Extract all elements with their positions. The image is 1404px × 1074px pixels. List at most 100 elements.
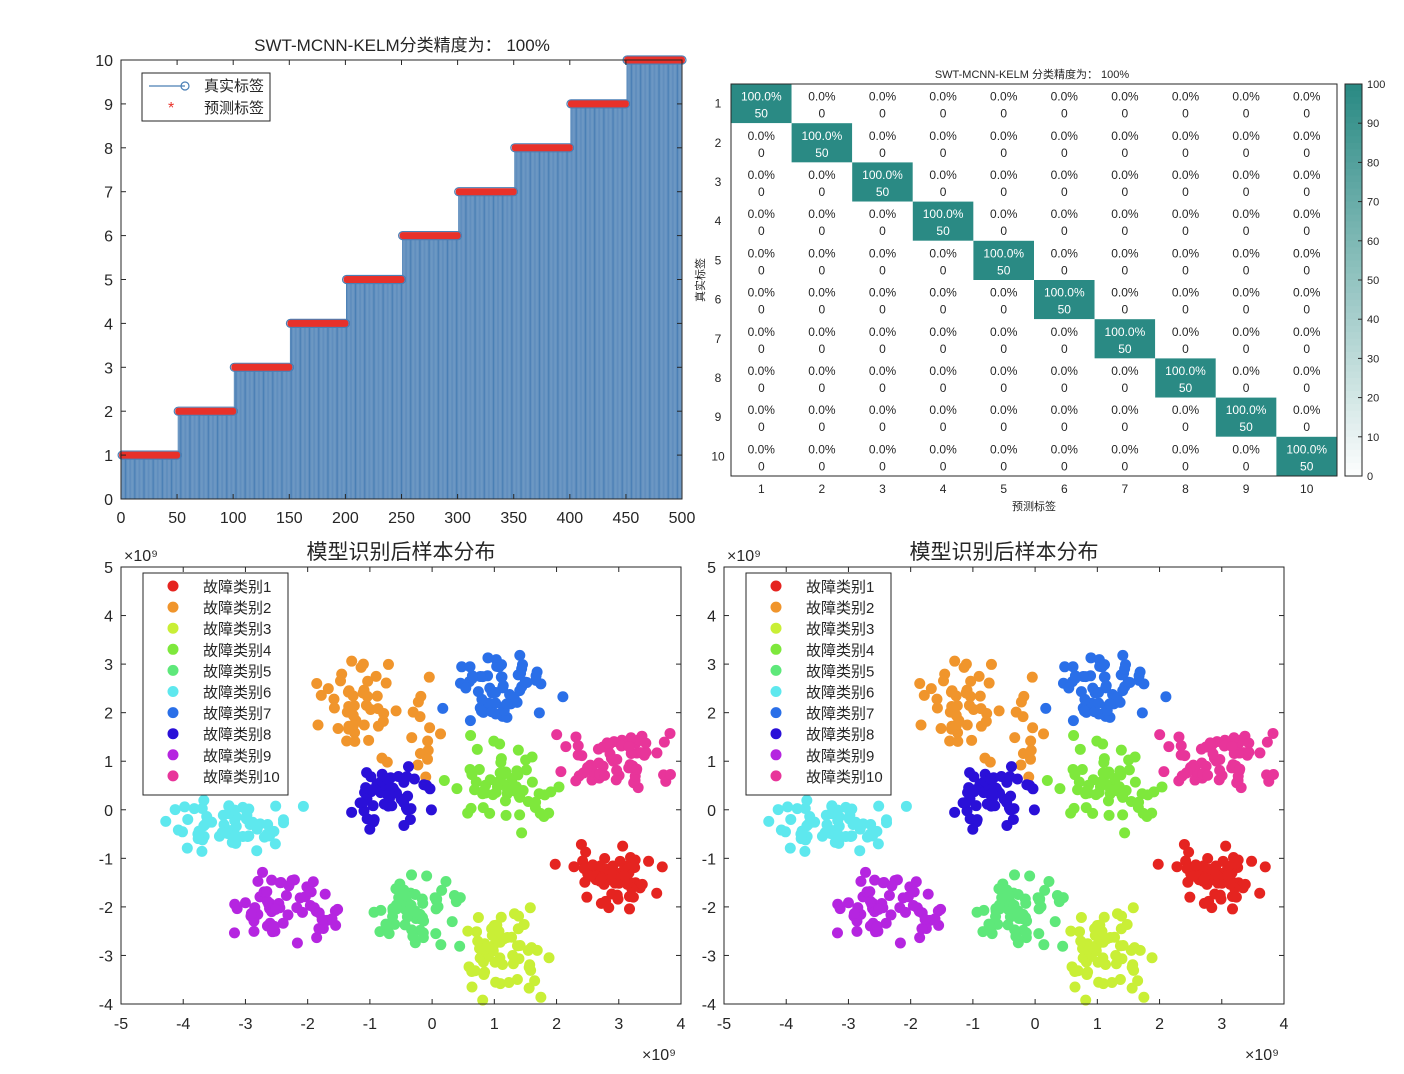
predicted-label-marker-run — [511, 144, 573, 152]
scatter-point — [1267, 727, 1279, 739]
scatter-point — [599, 769, 611, 781]
y-tick-label: 3 — [104, 360, 113, 377]
scatter-point — [1095, 776, 1107, 788]
cell-percent: 100.0% — [1105, 325, 1146, 339]
cell-percent: 0.0% — [1111, 286, 1139, 300]
scatter-point — [404, 814, 416, 826]
scatter-point — [1020, 897, 1032, 909]
scatter-point — [258, 831, 270, 843]
scatter-point — [294, 892, 306, 904]
scatter-point — [584, 870, 596, 882]
scatter-title: 模型识别后样本分布 — [307, 541, 496, 564]
scatter-point — [499, 795, 511, 807]
scatter-point — [1227, 903, 1239, 915]
cell-count: 0 — [1243, 146, 1250, 160]
colorbar-gradient-step — [1345, 397, 1362, 405]
scatter-point — [448, 890, 460, 902]
scatter-point — [160, 815, 172, 827]
legend-entry: 故障类别10 — [806, 768, 883, 786]
scatter-point — [1173, 731, 1185, 743]
confusion-matrix: SWT-MCNN-KELM 分类精度为： 100% 100.0%500.0%00… — [693, 67, 1385, 513]
true-label-marker-run — [173, 406, 238, 416]
confusion-cell — [912, 84, 974, 124]
confusion-cell — [1215, 84, 1277, 124]
scatter-point — [520, 754, 532, 766]
colorbar-gradient-step — [1345, 436, 1362, 444]
scatter-point — [424, 722, 436, 734]
confusion-cell-diagonal — [973, 240, 1034, 280]
cell-count: 0 — [1303, 107, 1310, 121]
scatter-point — [304, 900, 316, 912]
scatter-point — [1040, 702, 1052, 714]
cell-percent: 0.0% — [1172, 90, 1200, 104]
scatter-point — [847, 818, 859, 830]
cell-percent: 0.0% — [990, 207, 1018, 221]
scatter-point — [553, 781, 565, 793]
scatter-point — [223, 800, 235, 812]
cell-percent: 0.0% — [808, 403, 836, 417]
scatter-point — [262, 819, 274, 831]
confusion-cell — [1034, 319, 1095, 359]
scatter-point — [578, 862, 590, 874]
cell-count: 0 — [940, 342, 947, 356]
scatter-point — [179, 801, 191, 813]
confusion-cell — [1034, 123, 1095, 163]
confusion-cell — [1094, 84, 1156, 124]
scatter-point — [1007, 814, 1019, 826]
cell-percent: 0.0% — [1111, 364, 1139, 378]
colorbar-tick-label: 0 — [1367, 471, 1373, 483]
scatter-point — [595, 897, 607, 909]
scatter-point — [332, 723, 344, 735]
cell-percent: 0.0% — [929, 403, 957, 417]
legend-entry: 故障类别8 — [203, 726, 271, 744]
scatter-point — [1012, 937, 1024, 949]
scatter-point — [512, 744, 524, 756]
scatter-point — [1004, 804, 1016, 816]
colorbar-gradient-step — [1345, 371, 1362, 379]
confusion-cell-diagonal — [1276, 436, 1337, 476]
scatter-point — [1080, 788, 1092, 800]
scatter-point — [1267, 768, 1279, 780]
scatter-point — [1261, 736, 1273, 748]
scatter-point — [430, 903, 442, 915]
legend-predicted-label: 预测标签 — [204, 100, 264, 117]
legend-entry: 故障类别1 — [203, 578, 271, 596]
legend-marker-icon — [167, 601, 179, 613]
scatter-point — [415, 690, 427, 702]
y-tick-label: -3 — [702, 948, 716, 965]
y-tick-label: 1 — [104, 448, 113, 465]
confusion-cell — [791, 162, 853, 202]
cell-percent: 0.0% — [1293, 207, 1321, 221]
column-label: 8 — [1182, 482, 1189, 496]
column-label: 2 — [819, 482, 826, 496]
cell-percent: 100.0% — [802, 129, 843, 143]
y-tick-label: 1 — [104, 754, 113, 771]
scatter-point — [1093, 976, 1105, 988]
cell-count: 0 — [758, 224, 765, 238]
row-label: 3 — [715, 175, 722, 189]
scatter-point — [968, 703, 980, 715]
scatter-point — [915, 719, 927, 731]
confusion-cell — [1215, 240, 1277, 280]
scatter-point — [1080, 994, 1092, 1006]
scatter-point — [243, 803, 255, 815]
cell-count: 50 — [755, 107, 769, 121]
cell-count: 0 — [819, 342, 826, 356]
cell-percent: 0.0% — [869, 403, 897, 417]
confusion-cell — [912, 240, 974, 280]
cell-count: 0 — [1061, 459, 1068, 473]
confusion-cell — [1094, 240, 1156, 280]
column-label: 1 — [758, 482, 765, 496]
scatter-point — [900, 800, 912, 812]
scatter-point — [1067, 661, 1079, 673]
legend-marker-icon — [770, 601, 782, 613]
scatter-point — [925, 683, 937, 695]
colorbar-gradient-step — [1345, 182, 1362, 190]
scatter-point — [381, 756, 393, 768]
cell-count: 0 — [819, 420, 826, 434]
y-tick-label: -2 — [99, 900, 113, 917]
scatter-point — [899, 906, 911, 918]
scatter-point — [880, 814, 892, 826]
cell-percent: 0.0% — [1293, 129, 1321, 143]
scatter-point — [1072, 965, 1084, 977]
